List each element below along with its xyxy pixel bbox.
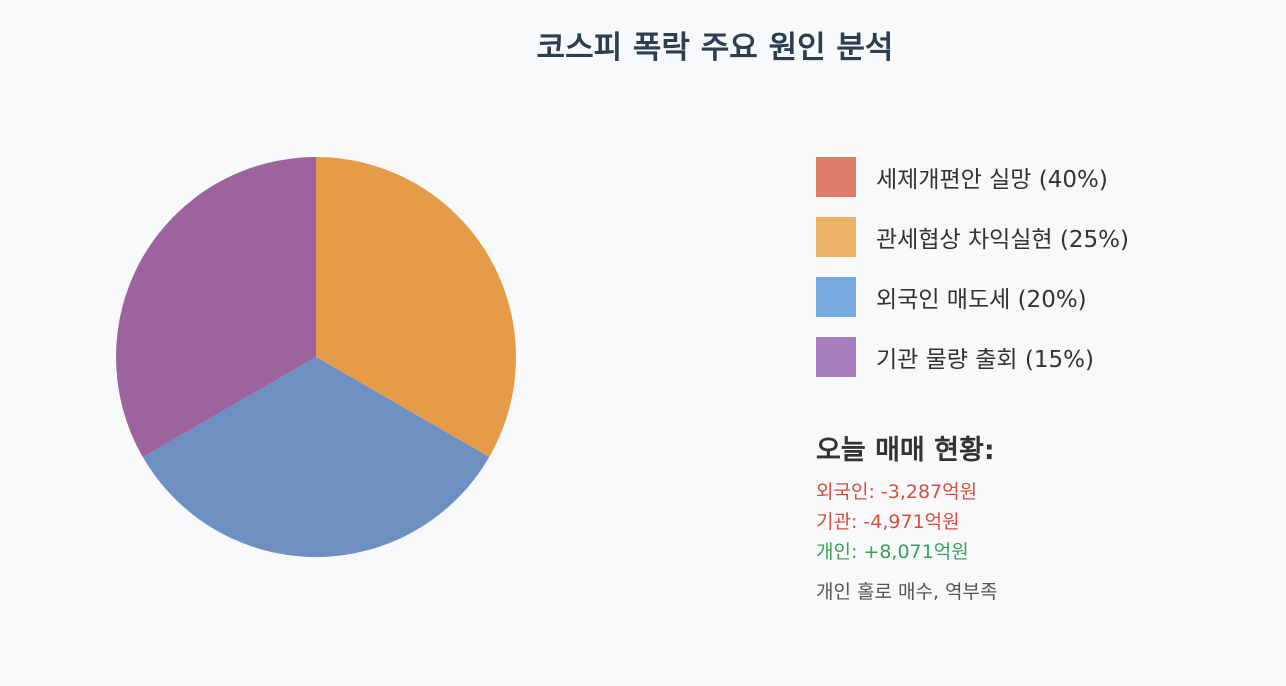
legend-swatch [816, 217, 856, 257]
trade-row-institution: 기관: -4,971억원 [816, 511, 960, 533]
trading-status: 오늘 매매 현황: 외국인: -3,287억원 기관: -4,971억원 개인:… [816, 428, 997, 604]
legend-swatch [816, 337, 856, 377]
pie-slice [142, 357, 490, 557]
legend-label: 기관 물량 출회 (15%) [876, 347, 1094, 373]
chart-title: 코스피 폭락 주요 원인 분석 [536, 30, 894, 66]
legend-item: 외국인 매도세 (20%) [816, 277, 1129, 317]
legend-swatch [816, 277, 856, 317]
legend-item: 기관 물량 출회 (15%) [816, 337, 1129, 377]
legend-swatch [816, 157, 856, 197]
legend-label: 세제개편안 실망 (40%) [876, 167, 1108, 193]
trading-title: 오늘 매매 현황: [816, 435, 995, 466]
legend: 세제개편안 실망 (40%) 관세협상 차익실현 (25%) 외국인 매도세 (20… [816, 157, 1129, 397]
trading-note: 개인 홀로 매수, 역부족 [816, 581, 998, 603]
legend-item: 관세협상 차익실현 (25%) [816, 217, 1129, 257]
trade-row-individual: 개인: +8,071억원 [816, 541, 969, 563]
legend-item: 세제개편안 실망 (40%) [816, 157, 1129, 197]
trade-row-foreign: 외국인: -3,287억원 [816, 481, 978, 503]
pie-slice [115, 157, 316, 458]
pie-chart [115, 157, 516, 557]
legend-label: 관세협상 차익실현 (25%) [876, 227, 1129, 253]
pie-slice [316, 157, 516, 457]
legend-label: 외국인 매도세 (20%) [876, 287, 1087, 313]
